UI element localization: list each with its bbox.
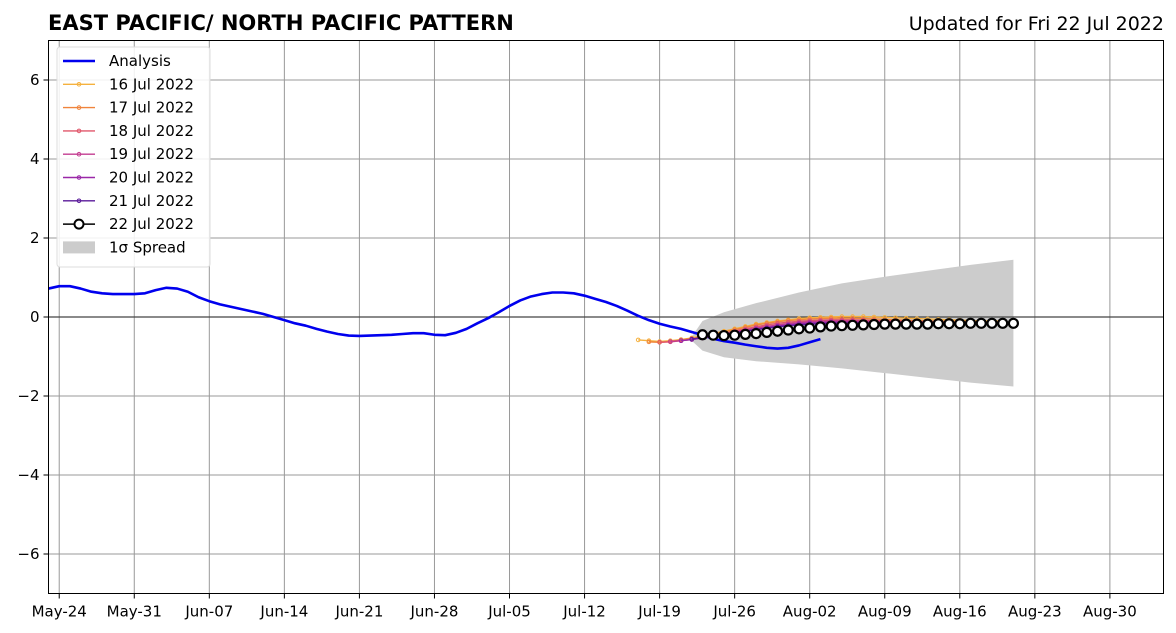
forecast-point <box>678 338 684 344</box>
x-tick-label: Aug-09 <box>858 603 912 621</box>
x-tick-label: Jun-07 <box>184 603 233 621</box>
forecast-point <box>707 329 719 341</box>
legend-label: 1σ Spread <box>109 238 186 256</box>
y-tick-label: 4 <box>30 150 40 168</box>
x-tick-label: Jun-28 <box>409 603 458 621</box>
y-tick-label: −2 <box>17 387 39 405</box>
forecast-point <box>911 318 923 330</box>
forecast-point <box>668 339 673 344</box>
forecast-point <box>782 324 794 336</box>
legend: Analysis 16 Jul 2022 17 Jul 2022 18 Jul 202… <box>56 46 211 268</box>
x-tick-label: Jun-21 <box>334 603 383 621</box>
legend-label: 18 Jul 2022 <box>109 122 194 140</box>
legend-marker <box>73 218 85 230</box>
forecast-point <box>1007 317 1020 329</box>
forecast-point <box>718 329 730 342</box>
forecast-point <box>689 336 695 342</box>
x-tick-label: Aug-23 <box>1008 603 1062 621</box>
forecast-point <box>814 321 827 333</box>
forecast-point <box>997 317 1009 329</box>
x-tick-label: Aug-16 <box>933 603 987 621</box>
forecast-point <box>750 327 762 340</box>
y-tick-label: 6 <box>30 71 40 89</box>
forecast-point <box>635 337 641 343</box>
legend-label: 22 Jul 2022 <box>109 215 194 233</box>
legend-box <box>56 46 211 268</box>
forecast-layer <box>635 314 1020 345</box>
forecast-point <box>943 318 955 330</box>
legend-marker <box>76 128 82 134</box>
forecast-point <box>857 319 869 331</box>
y-tick-label: 2 <box>30 229 40 247</box>
legend-marker <box>76 82 82 87</box>
legend-label: 16 Jul 2022 <box>109 75 194 93</box>
chart-subtitle: Updated for Fri 22 Jul 2022 <box>909 13 1164 35</box>
chart-title: EAST PACIFIC/ NORTH PACIFIC PATTERN <box>48 11 514 35</box>
analysis-line <box>48 284 821 350</box>
x-tick-label: Jul-05 <box>487 603 531 621</box>
analysis-layer <box>48 284 821 350</box>
forecast-point <box>932 318 944 330</box>
forecast-point <box>986 317 998 329</box>
legend-label: Analysis <box>109 52 171 70</box>
x-tick-label: May-24 <box>32 603 87 621</box>
forecast-point <box>729 329 741 341</box>
x-tick-label: May-31 <box>107 603 162 621</box>
forecast-point <box>825 320 837 332</box>
forecast-point <box>836 320 848 332</box>
legend-marker <box>76 198 82 204</box>
legend-swatch <box>63 241 95 254</box>
forecast-point <box>889 318 902 330</box>
forecast-point <box>900 318 912 330</box>
y-tick-label: −4 <box>17 466 39 484</box>
x-axis: May-24 May-31 Jun-07 Jun-14 Jun-21 Jun-28 Jul-… <box>32 593 1137 621</box>
forecast-point <box>696 329 709 341</box>
forecast-point <box>657 339 662 345</box>
forecast-point <box>868 318 880 331</box>
x-tick-label: Jul-19 <box>637 603 681 621</box>
forecast-point <box>964 317 977 329</box>
legend-label: 17 Jul 2022 <box>109 99 194 117</box>
forecast-point <box>761 326 773 339</box>
y-axis: 6 4 2 0 −2 −4 −6 <box>17 71 49 563</box>
forecast-series <box>696 317 1020 342</box>
x-tick-label: Jul-12 <box>562 603 606 621</box>
legend-marker <box>76 175 82 180</box>
forecast-point <box>954 318 966 330</box>
legend-label: 20 Jul 2022 <box>109 169 194 187</box>
x-tick-label: Aug-02 <box>783 603 837 621</box>
forecast-point <box>804 322 816 334</box>
forecast-point <box>793 323 805 335</box>
y-tick-label: −6 <box>17 545 39 563</box>
legend-label: 19 Jul 2022 <box>109 145 194 163</box>
forecast-point <box>646 339 652 345</box>
x-tick-label: Jul-26 <box>712 603 756 621</box>
forecast-point <box>846 319 859 331</box>
x-tick-label: Jun-14 <box>259 603 308 621</box>
forecast-point <box>922 318 934 330</box>
forecast-point <box>771 325 784 337</box>
legend-marker <box>76 151 82 157</box>
forecast-point <box>975 317 987 329</box>
y-tick-label: 0 <box>30 308 40 326</box>
legend-label: 21 Jul 2022 <box>109 192 194 210</box>
forecast-point <box>879 318 891 330</box>
forecast-point <box>739 328 751 340</box>
x-tick-label: Aug-30 <box>1083 603 1137 621</box>
legend-marker <box>76 105 82 110</box>
